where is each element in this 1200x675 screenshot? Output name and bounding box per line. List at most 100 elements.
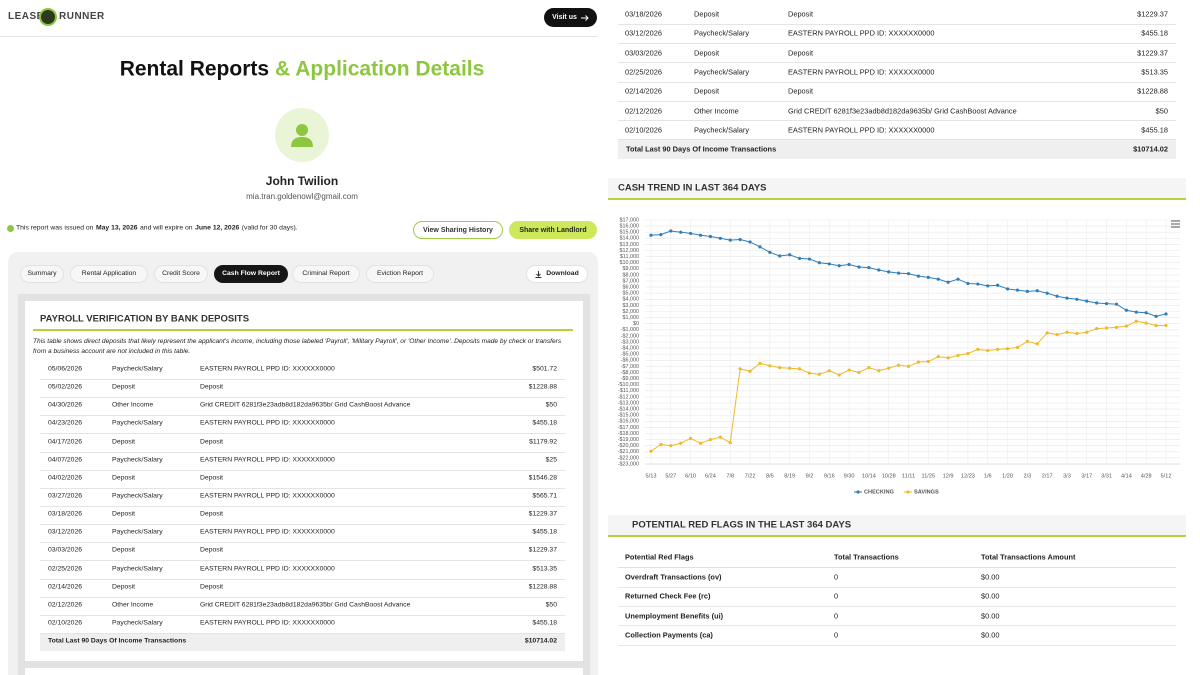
tab[interactable]: Eviction Report [366, 265, 434, 283]
tab-label: Criminal Report [302, 269, 350, 277]
table-cell: 03/03/2026 [48, 546, 83, 554]
table-cell: Paycheck/Salary [694, 125, 750, 135]
data-point [1075, 331, 1079, 336]
sharing-history-button[interactable]: View Sharing History [413, 221, 503, 239]
share-button[interactable]: Share with Landlord [509, 221, 597, 239]
table-header: Potential Red Flags [625, 552, 694, 562]
data-point [1095, 301, 1099, 305]
data-point [916, 360, 921, 364]
series-line [650, 230, 1167, 317]
table-cell: Other Income [694, 105, 739, 115]
table-cell: 02/14/2026 [625, 86, 662, 96]
table-cell: $1228.88 [528, 383, 557, 391]
x-tick-label: 12/9 [943, 473, 954, 479]
data-point [698, 233, 703, 237]
data-point [906, 272, 911, 276]
table-cell: EASTERN PAYROLL PPD ID: XXXXXX0000 [200, 365, 335, 373]
table-cell: Deposit [788, 9, 814, 19]
table-cell: $25 [545, 456, 557, 464]
notice-text1: This report was issued on [16, 224, 94, 232]
row-divider [618, 62, 1176, 64]
table-cell: Collection Payments (ca) [625, 630, 713, 640]
table-cell: Deposit [200, 438, 224, 446]
x-tick-label: 5/27 [665, 473, 676, 479]
legend-swatch [856, 490, 860, 494]
table-cell: 03/12/2026 [625, 28, 662, 38]
y-tick-label: -$22,000 [618, 455, 639, 461]
data-point [1065, 330, 1069, 334]
data-point [1154, 323, 1158, 328]
total-amount: $10714.02 [524, 637, 557, 645]
table-cell: EASTERN PAYROLL PPD ID: XXXXXX0000 [200, 456, 335, 464]
tab[interactable]: Criminal Report [292, 265, 360, 283]
notice: This report was issued on May 13, 2026 and… [16, 224, 298, 233]
visit-button[interactable]: Visit us [544, 8, 597, 27]
table-cell: Deposit [200, 474, 224, 482]
y-tick-label: -$4,000 [621, 346, 639, 352]
row-divider [618, 100, 1176, 102]
table-cell: 03/12/2026 [48, 528, 83, 536]
table-cell: EASTERN PAYROLL PPD ID: XXXXXX0000 [200, 420, 335, 428]
data-point [837, 373, 841, 377]
download-button[interactable]: Download [526, 265, 588, 283]
row-divider [40, 433, 565, 435]
total-row [618, 140, 1176, 159]
row-divider [40, 542, 565, 544]
data-point [887, 366, 891, 370]
data-point [669, 444, 673, 448]
data-point [1104, 326, 1109, 330]
table-cell: 04/07/2026 [48, 456, 83, 464]
table-cell: 04/30/2026 [48, 401, 83, 409]
row-divider [40, 415, 565, 417]
profile-name: John Twilion [265, 174, 339, 188]
data-point [679, 230, 683, 234]
data-point [976, 282, 980, 286]
table-cell: Deposit [694, 47, 720, 57]
row-divider [618, 139, 1176, 141]
table-cell: 05/02/2026 [48, 383, 83, 391]
table-cell: Deposit [112, 474, 136, 482]
tab-label: Rental Application [81, 269, 137, 277]
info-icon [7, 225, 14, 232]
y-tick-label: $16,000 [620, 224, 640, 230]
table-cell: Deposit [200, 510, 224, 518]
y-tick-label: $9,000 [623, 266, 640, 272]
download-icon [535, 270, 542, 278]
x-tick-label: 9/16 [824, 473, 835, 479]
tab[interactable]: Rental Application [70, 265, 148, 283]
tab[interactable]: Cash Flow Report [214, 265, 288, 283]
tab[interactable]: Summary [20, 265, 64, 283]
data-point [1124, 324, 1128, 328]
row-divider [40, 524, 565, 526]
table-cell: 02/12/2026 [48, 601, 83, 609]
table-cell: Deposit [112, 583, 136, 591]
tab[interactable]: Credit Score [154, 265, 208, 283]
data-point [956, 353, 960, 358]
section-title: POTENTIAL RED FLAGS IN THE LAST 364 DAYS [632, 519, 852, 531]
data-point [887, 270, 891, 274]
x-tick-label: 2/3 [1023, 473, 1031, 479]
data-point [1035, 342, 1039, 346]
y-tick-label: -$19,000 [618, 437, 639, 443]
table-cell: Deposit [200, 546, 224, 554]
table-cell: 0 [834, 630, 839, 640]
data-point [797, 256, 802, 261]
row-divider [618, 605, 1176, 607]
data-point [708, 234, 713, 239]
data-point [1144, 321, 1148, 325]
title-accent: & Application Details [275, 57, 485, 81]
row-divider [618, 81, 1176, 83]
table-cell: EASTERN PAYROLL PPD ID: XXXXXX0000 [200, 619, 335, 627]
data-point [926, 275, 930, 279]
data-point [946, 280, 950, 284]
button-label: Share with Landlord [519, 226, 587, 234]
data-point [788, 366, 792, 370]
table-cell: 02/12/2026 [625, 105, 662, 115]
logo-text: LEASE [8, 11, 44, 22]
data-point [847, 262, 851, 267]
download-label: Download [546, 269, 579, 277]
data-point [827, 262, 831, 266]
row-divider [618, 23, 1176, 25]
table-cell: $1228.88 [528, 583, 557, 591]
data-point [748, 369, 752, 373]
